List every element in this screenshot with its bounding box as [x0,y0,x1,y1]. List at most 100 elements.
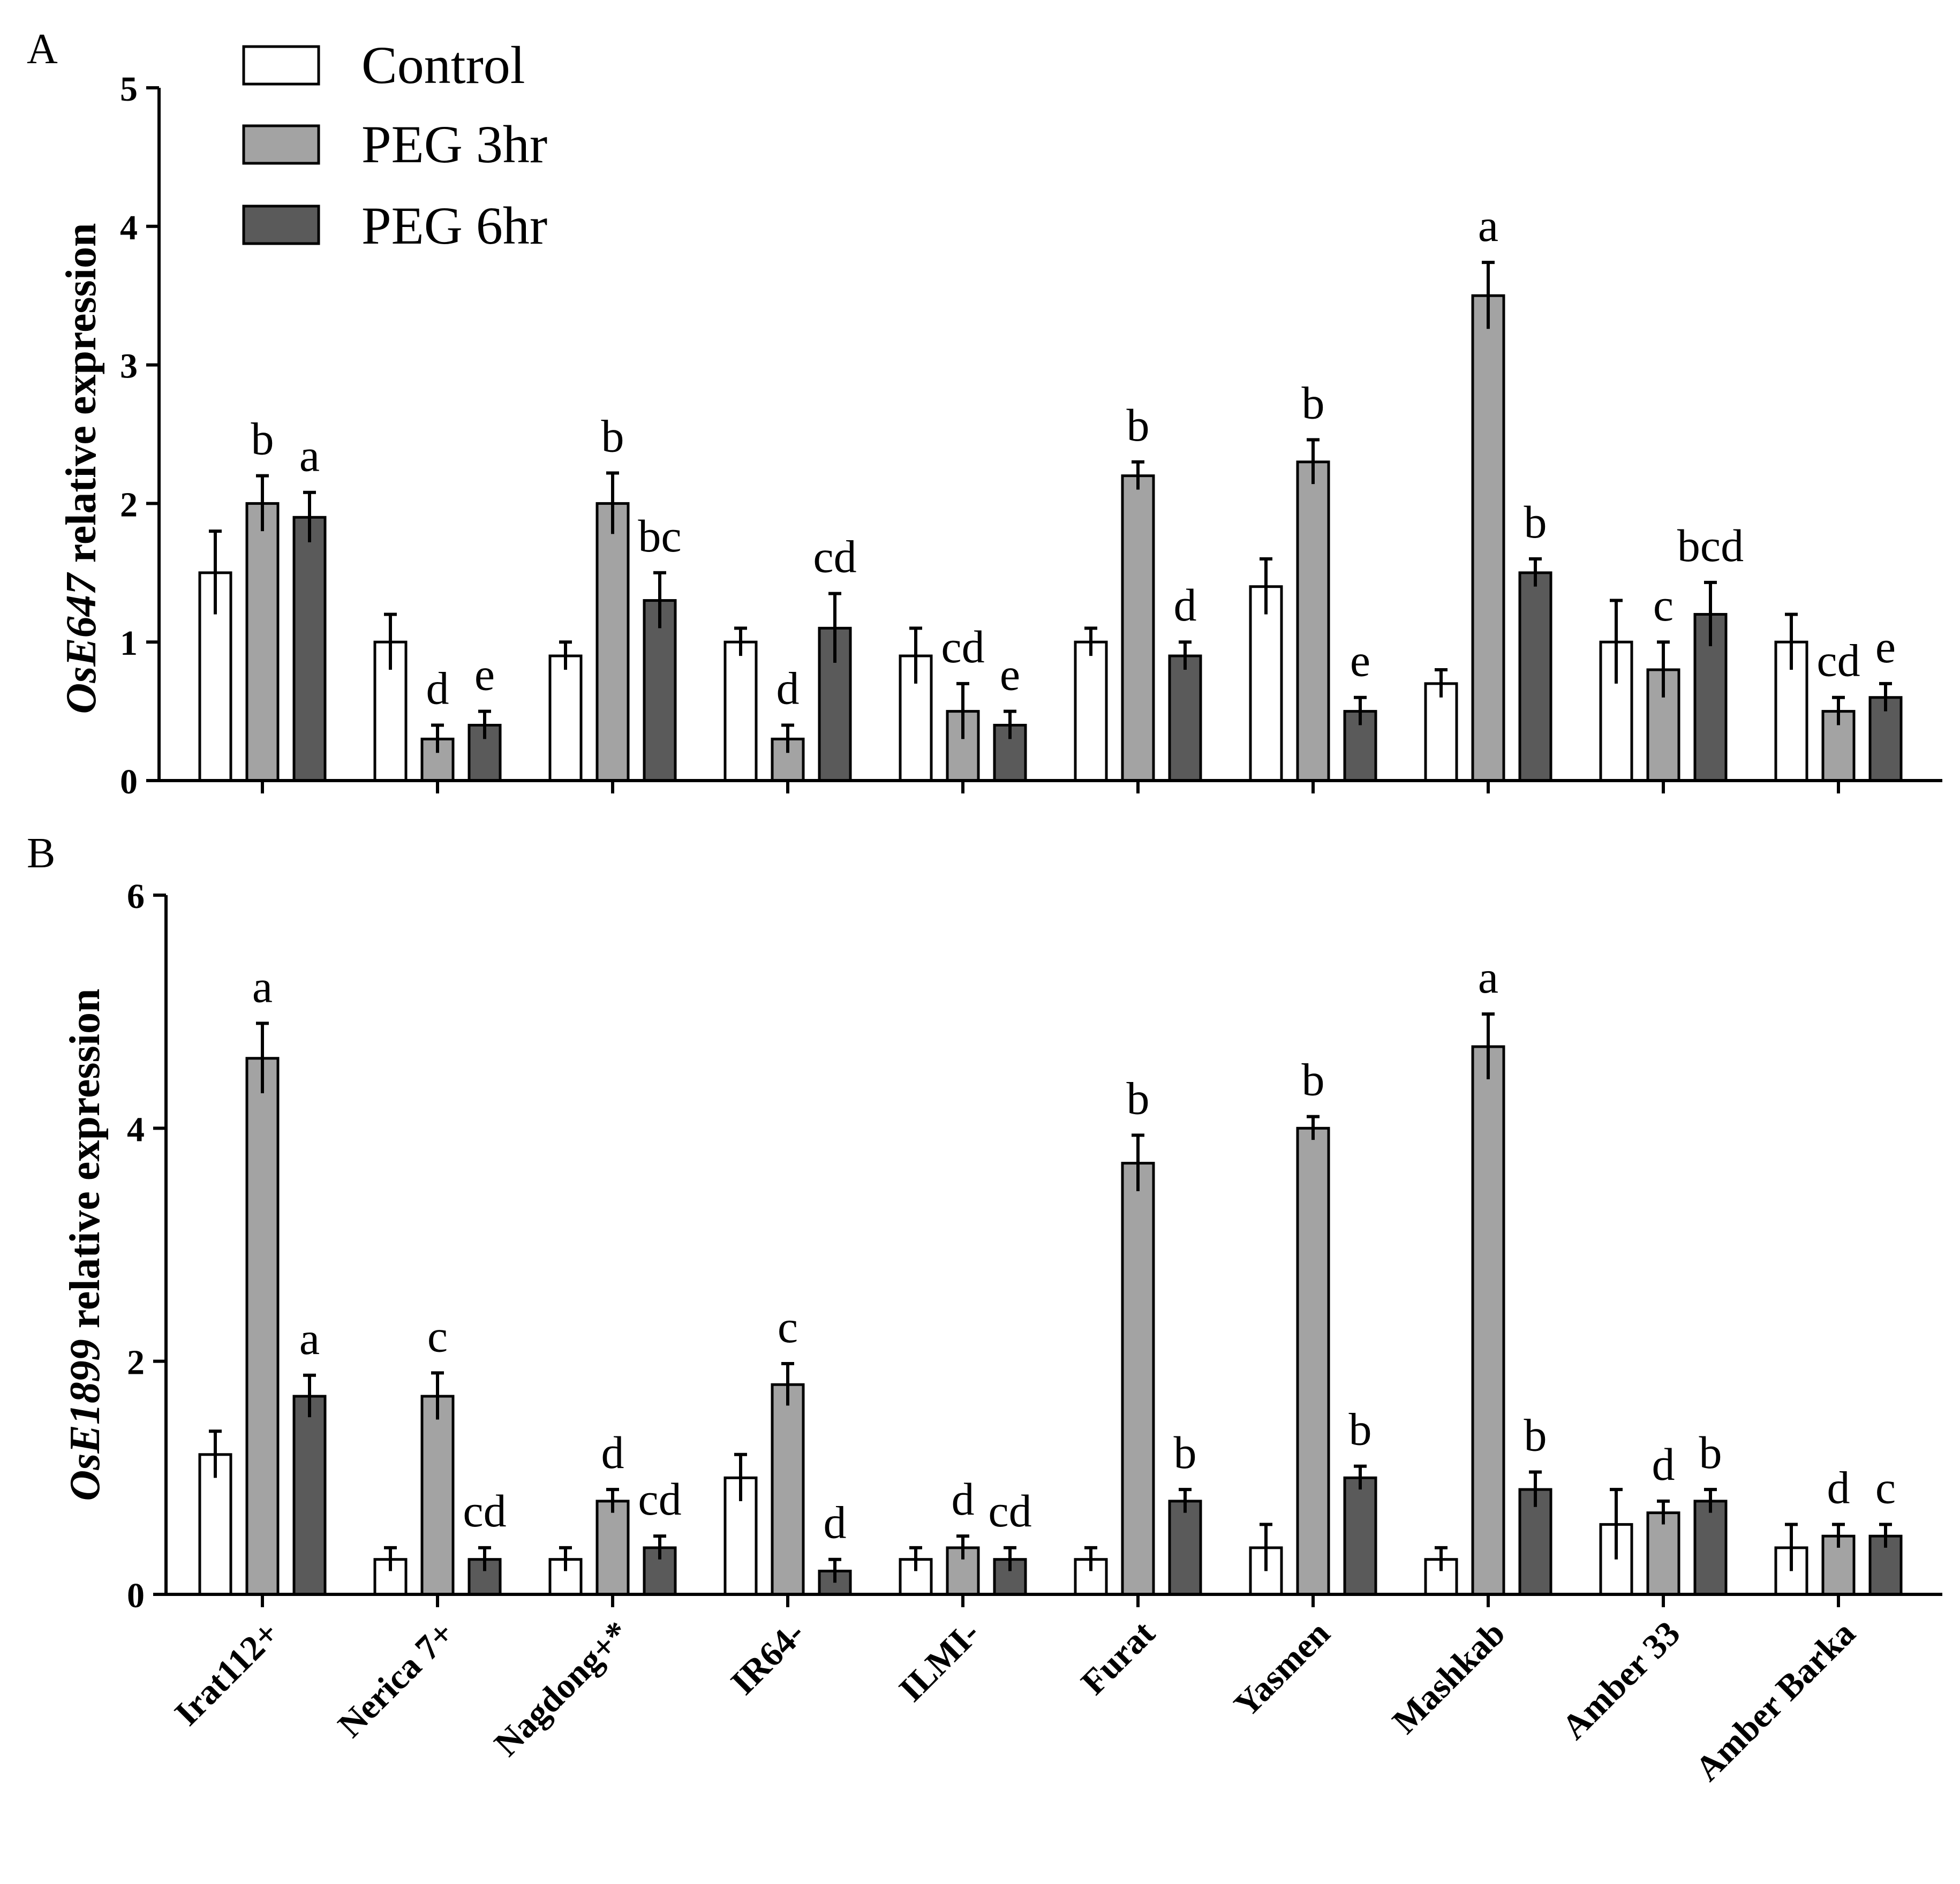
bar-a-7-2 [1518,571,1552,782]
category-label-6: Yasmen [1226,1614,1337,1724]
sig-label-b-8-2: b [1699,1427,1722,1478]
bar-a-5-0 [1074,640,1108,782]
sig-label-b-5-2: b [1174,1427,1197,1478]
sig-label-a-8-1: c [1653,579,1673,631]
y-tick-label-b-3: 6 [127,877,145,916]
legend-label-peg3: PEG 3hr [361,115,547,174]
sig-label-b-2-1: d [601,1427,624,1478]
bar-b-8-1 [1646,1511,1680,1596]
legend-swatch-peg6 [242,205,320,245]
panel-a-y-axis-title: OsE647 relative expression [58,223,105,714]
bar-b-6-1 [1296,1126,1330,1596]
bar-b-0-1 [245,1057,280,1596]
panel-b-y-axis-title: OsE1899 relative expression [62,989,109,1501]
sig-label-b-2-2: cd [638,1473,681,1525]
sig-label-b-3-1: c [778,1301,798,1352]
sig-label-a-1-2: e [474,649,495,700]
bar-a-2-1 [595,502,630,782]
sig-label-a-5-1: b [1127,399,1150,451]
category-label-2: Nagdong+* [487,1614,637,1764]
legend-swatch-peg3 [242,124,320,165]
y-tick-label-a-4: 4 [120,208,138,247]
y-tick-label-a-1: 1 [120,624,138,663]
panel-b-letter: B [27,830,55,877]
bar-b-6-0 [1249,1546,1283,1596]
category-label-5: Furat [1074,1614,1163,1703]
sig-label-b-3-2: d [824,1497,847,1548]
sig-label-a-1-1: d [426,662,449,714]
sig-label-a-6-2: e [1350,635,1370,686]
panel-b-y-axis-suffix: relative expression [62,989,109,1340]
bar-b-8-2 [1693,1500,1728,1596]
sig-label-a-5-2: d [1174,579,1197,631]
bar-a-2-2 [643,599,677,782]
sig-label-b-7-1: a [1478,951,1498,1003]
sig-label-b-0-2: a [299,1313,320,1364]
category-label-9: Amber Barka [1688,1614,1863,1789]
bar-b-7-1 [1471,1045,1505,1596]
legend-label-peg6: PEG 6hr [361,196,547,255]
sig-label-a-4-1: cd [941,621,984,672]
bar-b-1-1 [420,1395,455,1596]
sig-label-b-4-1: d [952,1473,975,1525]
sig-label-a-9-1: cd [1816,635,1860,686]
bar-a-0-1 [245,502,280,782]
y-tick-label-a-0: 0 [120,762,138,801]
y-tick-label-b-2: 4 [127,1110,145,1149]
bar-b-0-2 [292,1395,327,1596]
bar-b-5-2 [1168,1500,1202,1596]
bar-b-3-1 [771,1383,805,1596]
bar-a-7-1 [1471,294,1505,782]
bar-a-5-1 [1121,474,1155,782]
legend: Control PEG 3hr PEG 6hr [242,35,547,255]
sig-label-a-0-1: b [251,413,274,465]
category-label-8: Amber 33 [1555,1614,1688,1747]
legend-label-control: Control [361,35,525,95]
category-label-7: Mashkab [1385,1614,1512,1741]
bar-a-7-0 [1424,682,1458,782]
sig-label-a-3-2: cd [813,531,856,582]
bar-a-6-0 [1249,585,1283,782]
panel-a-letter: A [27,26,58,73]
bar-b-0-0 [198,1453,232,1596]
bar-a-0-2 [292,516,327,782]
category-label-3: IR64- [723,1614,812,1703]
sig-label-a-3-1: d [777,662,800,714]
sig-label-b-1-1: c [427,1310,448,1361]
sig-label-b-5-1: b [1127,1072,1150,1124]
y-tick-label-b-1: 2 [127,1343,145,1382]
bar-a-8-1 [1646,668,1680,782]
legend-swatch-control [242,45,320,86]
y-tick-label-a-5: 5 [120,70,138,109]
panel-a-gene-name: OsE647 [58,572,105,714]
category-label-4: ILMI- [892,1614,987,1709]
sig-label-b-6-1: b [1302,1054,1325,1106]
bar-a-2-0 [548,654,583,782]
x-axis-category-labels: Irat112+ Nerica 7+ Nagdong+* IR64- ILMI- Fura… [167,1614,1863,1789]
sig-label-a-0-2: a [299,430,320,481]
bar-a-6-1 [1296,460,1330,782]
sig-label-a-7-1: a [1478,200,1498,251]
panel-a-y-axis-suffix: relative expression [58,223,105,574]
sig-label-a-2-2: bc [638,510,681,562]
y-tick-label-b-0: 0 [127,1576,145,1615]
sig-label-a-7-2: b [1524,496,1547,548]
category-label-0: Irat112+ [167,1614,287,1733]
sig-label-a-4-2: e [1000,649,1020,700]
sig-label-a-8-2: bcd [1677,520,1744,571]
bar-b-6-2 [1343,1476,1377,1596]
sig-label-b-6-2: b [1349,1404,1372,1455]
sig-label-b-9-2: c [1875,1462,1896,1513]
sig-label-b-1-2: cd [463,1485,506,1537]
bar-b-2-1 [595,1500,630,1596]
sig-label-a-6-1: b [1302,377,1325,428]
y-tick-label-a-2: 2 [120,485,138,524]
sig-label-a-9-2: e [1875,621,1896,672]
category-label-1: Nerica 7+ [330,1614,462,1745]
sig-label-b-8-1: d [1652,1439,1675,1490]
y-tick-label-a-3: 3 [120,347,138,386]
bar-a-5-2 [1168,654,1202,782]
